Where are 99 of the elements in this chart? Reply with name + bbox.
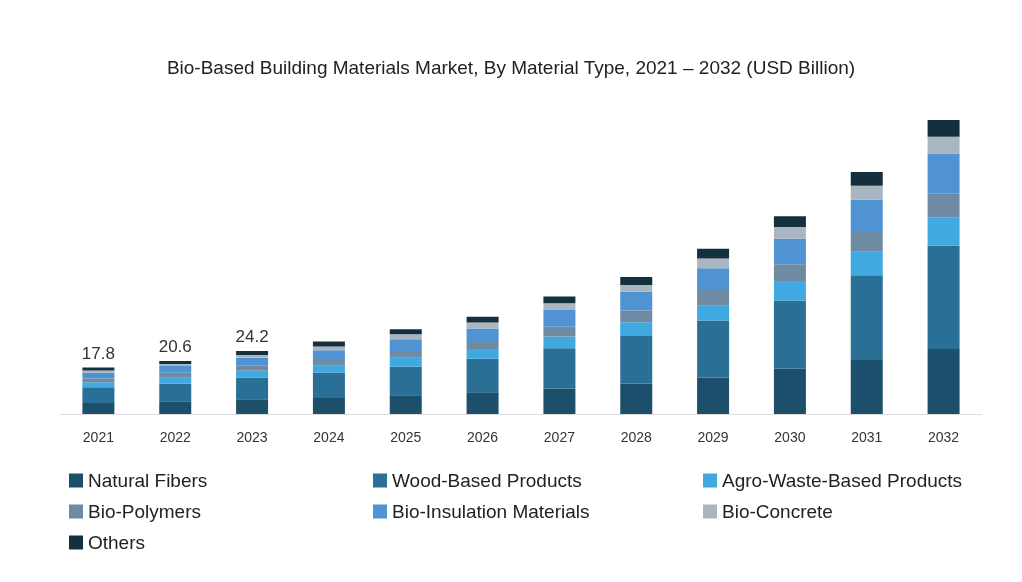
bar bbox=[312, 346, 345, 351]
bar bbox=[466, 392, 499, 414]
bar bbox=[543, 309, 576, 327]
bar bbox=[620, 310, 653, 323]
bar bbox=[927, 349, 960, 414]
bar bbox=[697, 320, 730, 378]
x-tick-label: 2024 bbox=[313, 429, 345, 445]
bar bbox=[620, 336, 653, 384]
bar bbox=[773, 238, 806, 265]
bar bbox=[543, 303, 576, 310]
bar bbox=[927, 120, 960, 137]
bar bbox=[850, 251, 883, 276]
bar bbox=[466, 349, 499, 359]
bar bbox=[389, 329, 422, 335]
bar bbox=[236, 399, 269, 414]
legend-label: Others bbox=[88, 532, 146, 553]
bar bbox=[389, 351, 422, 358]
bar bbox=[466, 316, 499, 323]
bar bbox=[543, 296, 576, 304]
bar bbox=[927, 245, 960, 350]
bar bbox=[82, 403, 115, 414]
x-tick-label: 2023 bbox=[236, 429, 268, 445]
bar bbox=[312, 365, 345, 373]
bar bbox=[466, 328, 499, 342]
x-tick-label: 2025 bbox=[390, 429, 422, 445]
bar bbox=[697, 289, 730, 306]
bar bbox=[773, 300, 806, 369]
x-tick-label: 2031 bbox=[851, 429, 883, 445]
legend-label: Bio-Polymers bbox=[88, 501, 201, 522]
bar bbox=[697, 268, 730, 290]
bar bbox=[850, 199, 883, 233]
bar bbox=[620, 383, 653, 414]
bar bbox=[236, 370, 269, 378]
legend-label: Bio-Concrete bbox=[722, 501, 833, 522]
bar bbox=[620, 291, 653, 311]
bar bbox=[850, 185, 883, 200]
bar bbox=[159, 372, 192, 378]
legend-label: Natural Fibers bbox=[88, 470, 208, 491]
bar bbox=[773, 368, 806, 414]
bar bbox=[466, 341, 499, 350]
bar bbox=[159, 401, 192, 414]
bar bbox=[773, 281, 806, 301]
bar bbox=[850, 232, 883, 252]
bar bbox=[697, 377, 730, 414]
bar bbox=[389, 334, 422, 340]
bar bbox=[543, 388, 576, 414]
bar bbox=[312, 398, 345, 414]
bar bbox=[312, 341, 345, 347]
x-tick-label: 2021 bbox=[82, 429, 115, 445]
x-tick-label: 2029 bbox=[697, 429, 729, 445]
bar bbox=[543, 336, 576, 349]
x-tick-label: 2032 bbox=[928, 429, 960, 445]
bar bbox=[236, 357, 269, 366]
annotation: 20.6 bbox=[158, 337, 192, 357]
x-tick-label: 2026 bbox=[467, 429, 499, 445]
bar bbox=[159, 377, 192, 384]
x-tick-label: 2022 bbox=[159, 429, 192, 445]
bar bbox=[543, 326, 576, 337]
bar bbox=[466, 358, 499, 393]
bar bbox=[159, 383, 192, 402]
bar bbox=[927, 217, 960, 246]
legend-label: Wood-Based Products bbox=[392, 470, 582, 491]
bar bbox=[236, 377, 269, 400]
bar bbox=[312, 372, 345, 399]
bar bbox=[389, 357, 422, 367]
x-tick-label: 2030 bbox=[774, 429, 806, 445]
bar bbox=[850, 172, 883, 186]
bar bbox=[927, 136, 960, 154]
bar bbox=[620, 284, 653, 292]
bar bbox=[773, 264, 806, 282]
x-tick-label: 2027 bbox=[543, 429, 576, 445]
bar bbox=[773, 216, 806, 228]
bar bbox=[82, 382, 115, 388]
bar bbox=[620, 277, 653, 285]
annotation: 24.2 bbox=[235, 327, 269, 347]
bar bbox=[850, 359, 883, 414]
bar bbox=[389, 339, 422, 352]
bar bbox=[159, 366, 192, 373]
bar bbox=[697, 248, 730, 259]
bar bbox=[389, 395, 422, 414]
bar bbox=[927, 153, 960, 194]
bar bbox=[620, 322, 653, 337]
bar bbox=[697, 258, 730, 269]
bar bbox=[82, 387, 115, 404]
bar bbox=[850, 275, 883, 360]
bar bbox=[312, 350, 345, 360]
bar bbox=[312, 359, 345, 366]
bar bbox=[543, 348, 576, 389]
bar bbox=[389, 366, 422, 396]
bar bbox=[773, 227, 806, 239]
bar bbox=[927, 193, 960, 218]
bar bbox=[697, 305, 730, 321]
bar bbox=[82, 378, 115, 383]
annotation: 17.8 bbox=[81, 343, 115, 363]
legend-label: Agro-Waste-Based Products bbox=[722, 470, 963, 491]
chart-title: Bio-Based Building Materials Market, By Material Type, 2021 – 2032 (USD Billion) bbox=[166, 57, 856, 78]
bar bbox=[236, 365, 269, 371]
legend-label: Bio-Insulation Materials bbox=[392, 501, 590, 522]
x-tick-label: 2028 bbox=[620, 429, 653, 445]
